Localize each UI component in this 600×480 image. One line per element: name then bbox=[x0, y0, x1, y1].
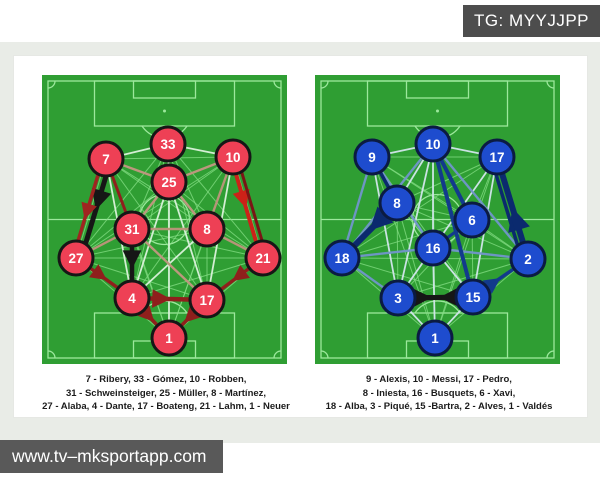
svg-text:10: 10 bbox=[225, 150, 240, 165]
player-node-3: 3 bbox=[379, 279, 417, 317]
pitch-bayern-passing-network: 33 7 10 25 31 8 27 21 4 17 1 bbox=[42, 75, 287, 364]
player-node-6: 6 bbox=[453, 201, 491, 239]
player-node-25: 25 bbox=[150, 163, 188, 201]
player-node-16: 16 bbox=[414, 229, 452, 267]
watermark-bar: www.tv–mksportapp.com bbox=[0, 440, 223, 473]
player-node-31: 31 bbox=[113, 210, 151, 248]
svg-text:27: 27 bbox=[68, 251, 83, 266]
player-node-8: 8 bbox=[188, 210, 226, 248]
player-node-27: 27 bbox=[57, 239, 95, 277]
player-node-10: 10 bbox=[414, 125, 452, 163]
player-node-15: 15 bbox=[454, 278, 492, 316]
player-node-1: 1 bbox=[416, 319, 454, 357]
player-node-7: 7 bbox=[87, 140, 125, 178]
player-node-33: 33 bbox=[149, 125, 187, 163]
tg-badge: TG: MYYJJPP bbox=[463, 5, 600, 37]
svg-text:15: 15 bbox=[465, 290, 481, 305]
barcelona-caption-line1: 9 - Alexis, 10 - Messi, 17 - Pedro, bbox=[366, 374, 512, 385]
svg-text:7: 7 bbox=[102, 152, 110, 167]
match-card: 33 7 10 25 31 8 27 21 4 17 1 10 9 17 8 6 16 18 2 3 15 1 7 - … bbox=[13, 55, 588, 418]
svg-text:16: 16 bbox=[425, 241, 441, 256]
svg-text:18: 18 bbox=[334, 251, 350, 266]
barcelona-caption: 9 - Alexis, 10 - Messi, 17 - Pedro, 8 - … bbox=[293, 373, 585, 414]
player-node-17: 17 bbox=[478, 138, 516, 176]
barcelona-caption-line2: 8 - Iniesta, 16 - Busquets, 6 - Xavi, bbox=[362, 387, 516, 399]
svg-text:4: 4 bbox=[128, 291, 136, 306]
svg-text:1: 1 bbox=[431, 331, 439, 346]
player-node-10: 10 bbox=[214, 138, 252, 176]
svg-text:17: 17 bbox=[199, 293, 214, 308]
svg-text:6: 6 bbox=[468, 213, 476, 228]
svg-text:9: 9 bbox=[368, 150, 376, 165]
svg-text:21: 21 bbox=[255, 251, 271, 266]
player-node-18: 18 bbox=[323, 239, 361, 277]
barcelona-caption-line3: 18 - Alba, 3 - Piqué, 15 -Bartra, 2 - Al… bbox=[325, 401, 553, 412]
player-node-9: 9 bbox=[353, 138, 391, 176]
bayern-caption-line2: 31 - Schweinsteiger, 25 - Müller, 8 - Ma… bbox=[65, 387, 267, 399]
svg-text:17: 17 bbox=[489, 150, 504, 165]
svg-text:33: 33 bbox=[160, 137, 176, 152]
player-node-17: 17 bbox=[188, 281, 226, 319]
svg-text:31: 31 bbox=[124, 222, 140, 237]
svg-text:1: 1 bbox=[165, 331, 173, 346]
svg-text:8: 8 bbox=[393, 196, 401, 211]
svg-text:8: 8 bbox=[203, 222, 211, 237]
player-node-21: 21 bbox=[244, 239, 282, 277]
pitch-barcelona-passing-network: 10 9 17 8 6 16 18 2 3 15 1 bbox=[315, 75, 560, 364]
svg-text:25: 25 bbox=[161, 175, 177, 190]
svg-text:3: 3 bbox=[394, 291, 402, 306]
svg-text:2: 2 bbox=[524, 252, 532, 267]
player-node-4: 4 bbox=[113, 279, 151, 317]
player-node-8: 8 bbox=[378, 184, 416, 222]
player-node-2: 2 bbox=[509, 240, 547, 278]
bayern-caption: 7 - Ribery, 33 - Gómez, 10 - Robben, 31 … bbox=[20, 373, 312, 414]
player-node-1: 1 bbox=[150, 319, 188, 357]
bayern-caption-line1: 7 - Ribery, 33 - Gómez, 10 - Robben, bbox=[85, 374, 247, 385]
svg-text:10: 10 bbox=[425, 137, 440, 152]
bayern-caption-line3: 27 - Alaba, 4 - Dante, 17 - Boateng, 21 … bbox=[42, 401, 290, 412]
